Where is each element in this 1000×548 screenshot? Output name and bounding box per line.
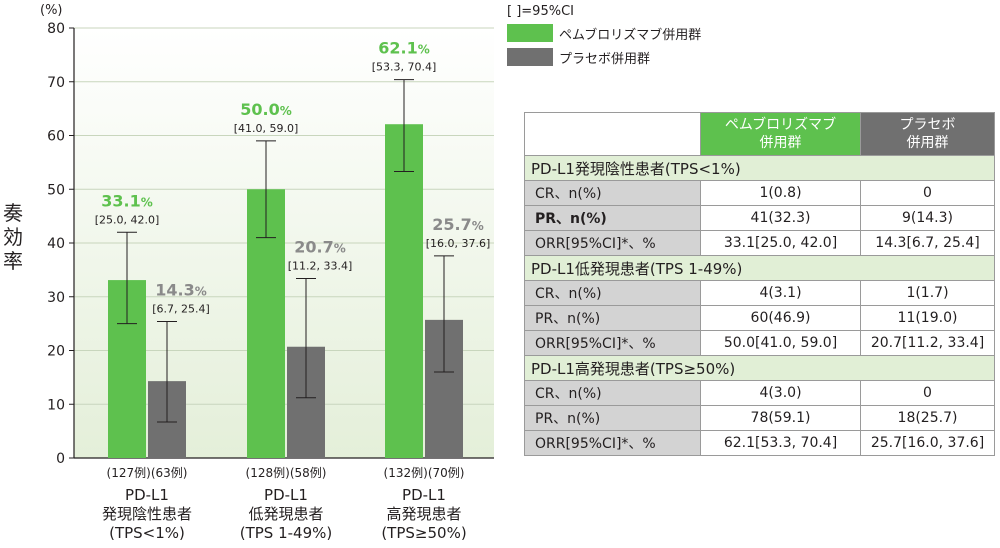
x-category-label: (TPS≥50%) [381,524,466,542]
y-tick-label: 50 [47,182,65,198]
cell-pembro: 50.0[41.0, 59.0] [700,330,861,356]
y-tick-label: 80 [47,21,65,37]
row-label: CR、n(%) [524,280,701,306]
table-row: CR、n(%) 1(0.8) 0 [524,180,995,206]
table-row: ORR[95%CI]*、% 33.1[25.0, 42.0] 14.3[6.7, 2… [524,230,995,256]
cell-pembro: 60(46.9) [700,305,861,331]
legend: [ ]=95%CI ペムブロリズマブ併用群 プラセボ併用群 [507,4,701,68]
x-category-label: PD-L1 [125,486,169,504]
cell-pembro: 33.1[25.0, 42.0] [700,230,861,256]
ci-label: [41.0, 59.0] [234,122,299,135]
data-label: 25.7% [432,215,484,234]
table-section-row: PD-L1発現陰性患者(TPS<1%) [524,155,995,181]
cell-placebo: 25.7[16.0, 37.6] [860,430,995,456]
group-n-label: (127例)(63例) [107,466,188,480]
legend-swatch-placebo [507,48,553,66]
cell-placebo: 11(19.0) [860,305,995,331]
x-category-label: 発現陰性患者 [102,505,192,523]
y-axis-title: 奏効率 [3,201,23,273]
x-category-label: PD-L1 [402,486,446,504]
y-axis-unit: (%) [40,3,63,18]
section-title: PD-L1発現陰性患者(TPS<1%) [524,155,995,181]
table-row: CR、n(%) 4(3.0) 0 [524,380,995,406]
ci-label: [16.0, 37.6] [426,237,491,250]
y-tick-label: 10 [47,397,65,413]
y-tick-label: 20 [47,344,65,360]
ci-label: [53.3, 70.4] [372,61,437,74]
row-label: CR、n(%) [524,380,701,406]
legend-ci-note: [ ]=95%CI [507,4,574,19]
table-row: CR、n(%) 4(3.1) 1(1.7) [524,280,995,306]
x-category-label: (TPS 1-49%) [240,524,333,542]
header-pembro: ペムブロリズマブ 併用群 [700,112,861,156]
table-row: ORR[95%CI]*、% 50.0[41.0, 59.0] 20.7[11.2, … [524,330,995,356]
y-tick-label: 40 [47,236,65,252]
x-category-label: 低発現患者 [248,505,323,523]
cell-pembro: 78(59.1) [700,405,861,431]
legend-item-pembro: ペムブロリズマブ併用群 [507,22,701,44]
cell-placebo: 0 [860,380,995,406]
bar [385,124,423,459]
cell-placebo: 0 [860,180,995,206]
row-label: PR、n(%) [524,305,701,331]
row-label: PR、n(%) [524,205,701,231]
cell-pembro: 62.1[53.3, 70.4] [700,430,861,456]
legend-label-pembro: ペムブロリズマブ併用群 [559,27,702,43]
row-label: ORR[95%CI]*、% [524,430,701,456]
data-label: 20.7% [294,237,346,256]
data-label: 14.3% [155,280,207,299]
ci-label: [25.0, 42.0] [95,213,160,226]
cell-placebo: 9(14.3) [860,205,995,231]
row-label: ORR[95%CI]*、% [524,330,701,356]
cell-pembro: 4(3.0) [700,380,861,406]
data-label: 62.1% [378,39,430,58]
cell-pembro: 1(0.8) [700,180,861,206]
table-header-row: ペムブロリズマブ 併用群 プラセボ 併用群 [524,112,995,156]
section-title: PD-L1低発現患者(TPS 1-49%) [524,255,995,281]
results-table: ペムブロリズマブ 併用群 プラセボ 併用群 PD-L1発現陰性患者(TPS<1%… [524,112,995,456]
table-row: ORR[95%CI]*、% 62.1[53.3, 70.4] 25.7[16.0, … [524,430,995,456]
cell-pembro: 41(32.3) [700,205,861,231]
group-n-label: (132例)(70例) [384,466,465,480]
header-placebo: プラセボ 併用群 [860,112,995,156]
ci-label: [6.7, 25.4] [152,302,210,315]
section-title: PD-L1高発現患者(TPS≥50%) [524,355,995,381]
cell-placebo: 18(25.7) [860,405,995,431]
data-label: 50.0% [240,100,292,119]
y-tick-label: 0 [56,451,65,467]
table-section-row: PD-L1低発現患者(TPS 1-49%) [524,255,995,281]
x-category-label: 高発現患者 [386,505,461,523]
table-row: PR、n(%) 60(46.9) 11(19.0) [524,305,995,331]
row-label: PR、n(%) [524,405,701,431]
cell-placebo: 14.3[6.7, 25.4] [860,230,995,256]
legend-swatch-pembro [507,24,553,42]
legend-label-placebo: プラセボ併用群 [559,51,651,67]
group-n-label: (128例)(58例) [246,466,327,480]
bar-chart: 0 10 20 30 40 50 60 70 80 33.1% [25.0, 42.0] 50.0%… [3,3,494,542]
x-category-label: (TPS<1%) [109,524,185,542]
table-row: PR、n(%) 78(59.1) 18(25.7) [524,405,995,431]
row-label: CR、n(%) [524,180,701,206]
x-category-label: PD-L1 [264,486,308,504]
data-label: 33.1% [101,191,153,210]
y-tick-label: 70 [47,75,65,91]
header-blank [524,112,701,156]
cell-pembro: 4(3.1) [700,280,861,306]
ci-label: [11.2, 33.4] [288,259,353,272]
table-section-row: PD-L1高発現患者(TPS≥50%) [524,355,995,381]
table-row: PR、n(%) 41(32.3) 9(14.3) [524,205,995,231]
cell-placebo: 1(1.7) [860,280,995,306]
y-tick-label: 60 [47,129,65,145]
y-tick-label: 30 [47,290,65,306]
legend-item-placebo: プラセボ併用群 [507,46,701,68]
cell-placebo: 20.7[11.2, 33.4] [860,330,995,356]
row-label: ORR[95%CI]*、% [524,230,701,256]
